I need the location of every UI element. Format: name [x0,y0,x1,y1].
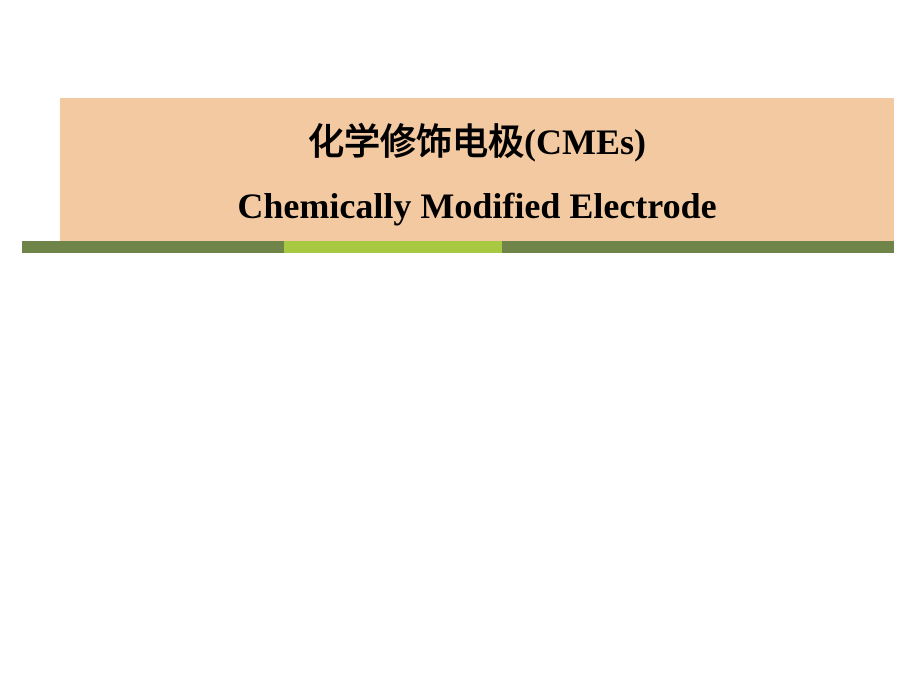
title-box: 化学修饰电极(CMEs) Chemically Modified Electro… [60,98,894,241]
accent-bar-segment-1 [22,241,284,253]
title-line-chinese: 化学修饰电极(CMEs) [308,113,646,165]
title-line-english: Chemically Modified Electrode [237,185,716,227]
accent-bar [22,241,894,253]
accent-bar-segment-3 [502,241,894,253]
accent-bar-segment-2 [284,241,502,253]
slide: 化学修饰电极(CMEs) Chemically Modified Electro… [0,0,920,690]
